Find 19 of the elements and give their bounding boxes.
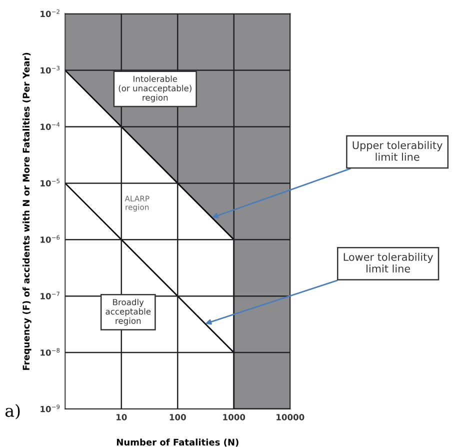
y-tick-label: 10$^{−8}$ <box>40 348 60 356</box>
y-tick-label: 10$^{−2}$ <box>40 9 60 18</box>
y-tick-label: 10$^{−6}$ <box>40 235 60 243</box>
y-tick-label: 10$^{−4}$ <box>40 122 60 130</box>
y-tick-label: 10$^{−9}$ <box>40 404 60 412</box>
x-tick-label: 100 <box>170 414 186 420</box>
y-tick-label: 10$^{−5}$ <box>40 178 60 186</box>
x-axis-title: Number of Fatalities (N) <box>116 438 238 447</box>
annotation: Broadly acceptable region <box>106 298 151 326</box>
x-tick-label: 10000 <box>276 414 304 420</box>
text: Upper tolerability limit line <box>352 141 442 161</box>
text: Lower tolerability limit line <box>344 252 434 273</box>
annotation: Intolerable (or unacceptable) region <box>118 76 192 102</box>
x-tick-label: 1000 <box>223 414 246 420</box>
y-tick-label: 10$^{−3}$ <box>40 66 60 74</box>
y-tick-label: 10$^{−7}$ <box>40 292 60 300</box>
x-tick-label: 10 <box>116 414 127 420</box>
y-axis-title: Frequency (F) of accidents with N or More Fatalities (Per Year) <box>22 52 32 370</box>
text: a) <box>5 404 20 420</box>
